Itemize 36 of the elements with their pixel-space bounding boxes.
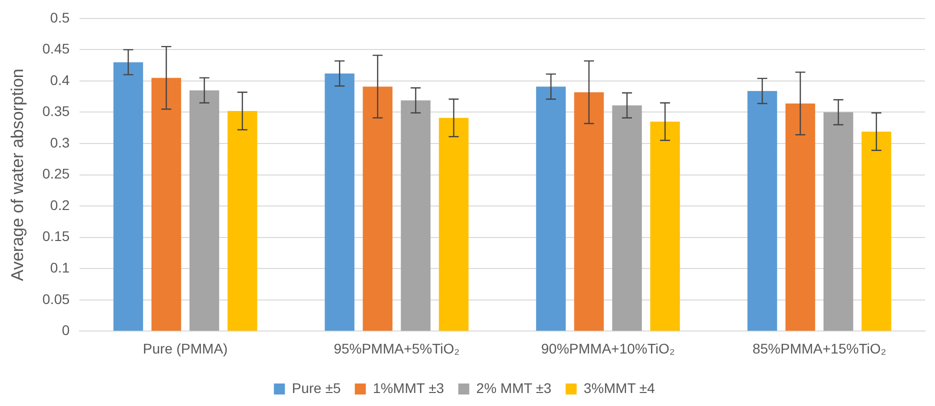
- bar: [574, 92, 604, 331]
- bar: [113, 62, 144, 331]
- bar: [324, 73, 354, 331]
- bar: [612, 105, 642, 331]
- bar: [785, 103, 816, 331]
- y-tick-label: 0.5: [50, 9, 70, 26]
- y-tick-label: 0.25: [42, 166, 70, 182]
- legend-label: 1%MMT ±3: [372, 380, 444, 396]
- bar: [362, 86, 392, 331]
- y-tick-label: 0: [62, 322, 70, 338]
- bar: [190, 90, 220, 331]
- bar: [824, 112, 854, 331]
- y-tick-label: 0.2: [50, 196, 70, 213]
- x-tick-label: 85%PMMA+15%TiO₂: [752, 340, 886, 356]
- y-tick-label: 0.3: [50, 134, 70, 150]
- x-tick-label: 90%PMMA+10%TiO₂: [541, 340, 675, 356]
- legend-label: 2% MMT ±3: [476, 380, 552, 396]
- x-tick-label: 95%PMMA+5%TiO₂: [334, 340, 460, 356]
- y-tick-label: 0.35: [42, 103, 70, 120]
- bar: [536, 86, 566, 331]
- x-tick-label: Pure (PMMA): [142, 340, 228, 356]
- bar: [862, 132, 892, 331]
- legend-label: Pure ±5: [292, 380, 342, 396]
- bar: [228, 110, 258, 331]
- y-tick-label: 0.4: [50, 72, 70, 88]
- bar: [747, 90, 778, 331]
- bar: [650, 122, 680, 331]
- bar: [438, 118, 469, 331]
- bar: [151, 78, 182, 331]
- legend-label: 3%MMT ±4: [584, 380, 656, 396]
- bar: [400, 100, 431, 331]
- y-tick-label: 0.05: [42, 290, 70, 307]
- y-tick-label: 0.45: [42, 40, 70, 57]
- y-axis-title: Average of water absorption: [8, 68, 27, 281]
- y-tick-label: 0.1: [50, 260, 70, 276]
- y-tick-label: 0.15: [42, 228, 70, 244]
